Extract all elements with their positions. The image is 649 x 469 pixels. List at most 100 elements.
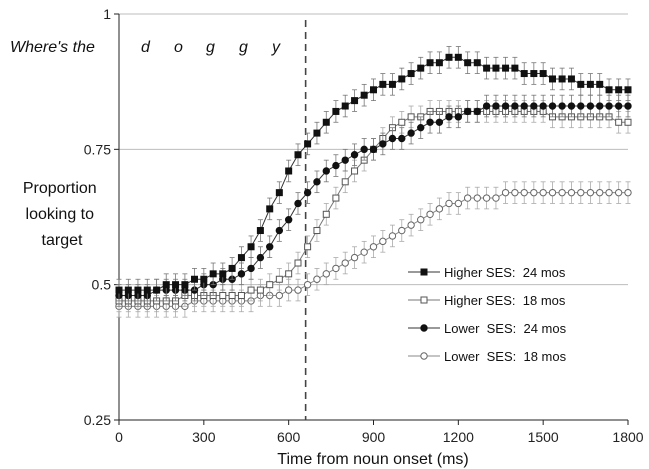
data-point [360,248,368,256]
data-point [332,161,340,170]
series-0 [115,46,632,302]
data-point [360,145,368,154]
data-point [294,286,302,294]
data-point [530,70,538,78]
x-tick-label: 1200 [443,429,474,445]
y-tick-label: 0.25 [84,412,111,428]
y-tick-label: 0.5 [92,277,112,293]
data-point [379,80,387,88]
data-point [303,188,312,197]
legend-marker [420,268,428,276]
data-point [615,86,623,94]
data-point [435,205,444,213]
data-point [294,259,302,267]
data-point [294,199,302,208]
data-point [605,188,613,197]
data-point [454,113,463,121]
data-point [350,151,359,159]
data-point [181,281,189,289]
data-point [228,264,236,272]
data-point [417,123,425,132]
data-point [228,291,236,299]
data-point [275,275,283,283]
data-point [398,226,406,235]
legend: Higher SES: 24 mos Higher SES: 18 mos Lowe… [408,265,567,364]
data-point [237,254,245,262]
x-ticks: 0 300 600 900 1200 1500 1800 [115,420,644,445]
data-point [256,286,264,294]
data-point [350,253,359,262]
data-point [417,64,425,72]
data-point [398,118,406,126]
data-point [473,107,481,116]
data-point [596,188,604,197]
data-point [624,86,632,94]
data-point [511,102,519,110]
x-tick-label: 1500 [528,429,559,445]
data-point [162,281,170,289]
data-point [511,188,519,197]
data-point [445,53,453,61]
data-point [520,102,528,110]
data-point [341,156,349,164]
data-point [313,227,321,235]
x-tick-label: 300 [192,429,216,445]
data-point [501,102,510,110]
data-point [398,134,406,143]
data-point [567,102,576,110]
x-axis-title: Time from noun onset (ms) [277,451,468,468]
data-point [200,275,208,283]
data-point [332,264,340,273]
data-point [502,64,510,72]
data-point [407,221,415,229]
data-point [322,118,330,126]
data-point [605,102,613,110]
annotation-letter-y: y [271,39,281,56]
data-point [577,188,585,197]
data-point [586,102,595,110]
data-point [115,286,123,294]
data-point [398,75,406,83]
data-point [379,237,387,246]
data-point [388,232,397,240]
data-point [548,102,557,110]
data-point [614,188,623,197]
data-point [360,91,368,99]
data-point [492,64,500,72]
data-point [482,102,491,110]
data-point [275,226,284,235]
data-point [558,102,566,110]
data-point [539,188,547,197]
data-point [294,151,302,159]
data-point [322,270,330,278]
x-tick-label: 1800 [612,429,643,445]
x-tick-label: 0 [115,429,123,445]
data-point [426,59,434,67]
y-tick-label: 0.75 [84,141,111,157]
data-point [275,291,284,300]
annotation-letter-g2: g [239,39,248,56]
data-point [313,178,321,186]
data-point [624,118,632,126]
data-point [530,188,538,197]
data-point [463,107,472,116]
data-point [275,189,283,197]
data-point [341,102,349,110]
data-point [464,59,472,67]
series-3 [115,181,632,318]
data-point [596,80,604,88]
data-point [445,113,453,121]
data-point [435,118,444,126]
data-point [256,253,265,262]
data-point [407,129,415,137]
data-point [520,188,528,197]
data-point [539,102,547,110]
data-point [247,264,255,273]
data-point [285,270,293,278]
data-point [492,194,500,202]
legend-label: Higher SES: 18 mos [444,293,566,308]
data-point [567,75,575,83]
data-point [304,140,312,148]
data-point [284,286,293,294]
